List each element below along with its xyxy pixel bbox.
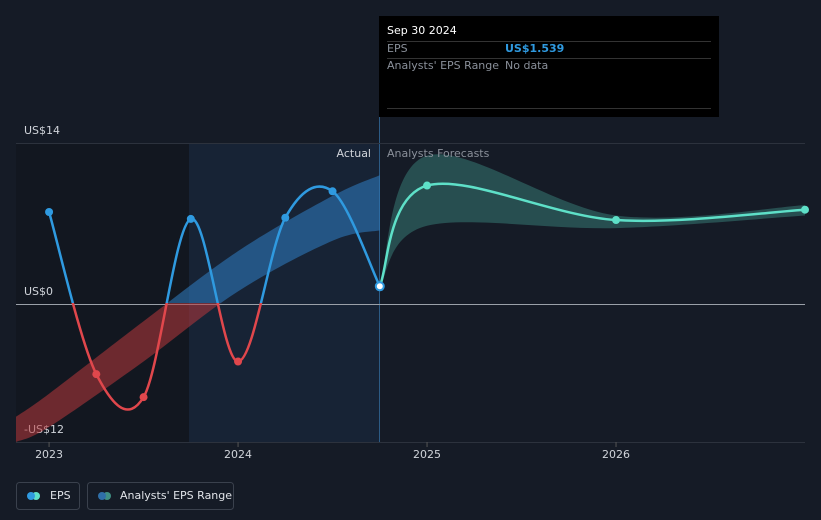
tooltip: Sep 30 2024 EPS US$1.539 Analysts' EPS R… — [379, 16, 719, 117]
x-tick-label: 2026 — [602, 448, 630, 461]
eps-point — [234, 357, 243, 366]
tooltip-date: Sep 30 2024 — [387, 24, 457, 37]
forecast-point — [801, 205, 809, 214]
legend-item[interactable] — [87, 482, 234, 510]
eps-point — [281, 213, 290, 222]
legend-swatch — [27, 492, 35, 500]
tooltip-value: No data — [505, 59, 548, 72]
eps-point — [92, 370, 101, 379]
legend-label: Analysts' EPS Range — [120, 489, 232, 502]
eps-line — [47, 185, 381, 303]
eps-point — [328, 187, 337, 196]
tooltip-label: Analysts' EPS Range — [387, 59, 499, 72]
forecast-point — [423, 181, 432, 190]
past-shade — [16, 143, 189, 442]
tooltip-box — [379, 16, 719, 117]
actual-label: Actual — [337, 147, 371, 160]
x-tick-label: 2025 — [413, 448, 441, 461]
legend: EPS Analysts' EPS Range — [16, 482, 234, 510]
x-tick-label: 2023 — [35, 448, 63, 461]
tooltip-label: EPS — [387, 42, 408, 55]
range-band — [16, 303, 221, 442]
legend-item[interactable] — [16, 482, 80, 510]
eps-point — [139, 393, 148, 402]
eps-point — [186, 214, 195, 223]
legend-label: EPS — [50, 489, 71, 502]
forecast-label: Analysts Forecasts — [387, 147, 490, 160]
forecast-range-band — [379, 154, 805, 287]
tooltip-value: US$1.539 — [505, 42, 564, 55]
y-tick-label: US$0 — [24, 285, 53, 298]
forecast-point — [612, 216, 621, 225]
x-tick-label: 2024 — [224, 448, 252, 461]
legend-swatch — [98, 492, 106, 500]
eps-point — [45, 208, 54, 216]
range-band — [167, 175, 380, 303]
forecast-line — [378, 182, 806, 287]
y-tick-label: US$14 — [24, 124, 60, 137]
eps-point — [374, 281, 385, 292]
